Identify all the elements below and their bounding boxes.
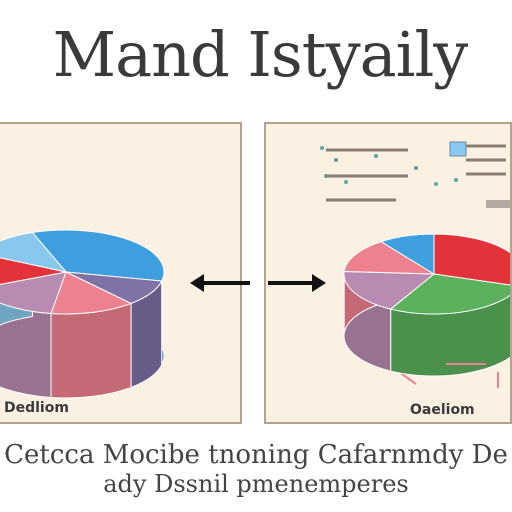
- left-pie-chart: [0, 229, 165, 399]
- left-pie-slice-4: [0, 257, 67, 285]
- right-pie-chart: [320, 141, 510, 388]
- left-pie-slice-side-2: [50, 302, 132, 399]
- legend-gray-swatch: [486, 200, 510, 208]
- footer-line-2: ady Dssnil pmenemperes: [103, 470, 409, 498]
- comparison-arrows: [190, 274, 326, 292]
- right-pie-slice-4: [379, 233, 435, 275]
- page-title: Mand Istyaily: [52, 18, 469, 91]
- right-pie-slice-3: [343, 241, 436, 275]
- right-chart-caption: Oaeliom: [410, 402, 475, 418]
- left-pie-slice-0: [31, 229, 165, 282]
- left-pie-slice-2: [50, 271, 133, 315]
- left-arrow-icon: [190, 274, 250, 292]
- left-pie-slice-3: [0, 271, 67, 315]
- right-pie-slice-1: [389, 273, 510, 315]
- legend-blue-swatch: [449, 141, 467, 157]
- left-chart-caption: Dedliom: [4, 400, 69, 416]
- footer-line-1: Cetcca Mocibe tnoning Cafarnmdy De: [4, 440, 508, 470]
- right-pie-slice-0: [433, 233, 510, 286]
- left-pie-slice-5: [0, 231, 68, 273]
- right-pie-slice-2: [343, 270, 436, 310]
- right-arrow-icon: [268, 274, 326, 292]
- left-chart-panel: Dedliom: [0, 122, 242, 424]
- right-chart-panel: Oaeliom: [264, 122, 512, 424]
